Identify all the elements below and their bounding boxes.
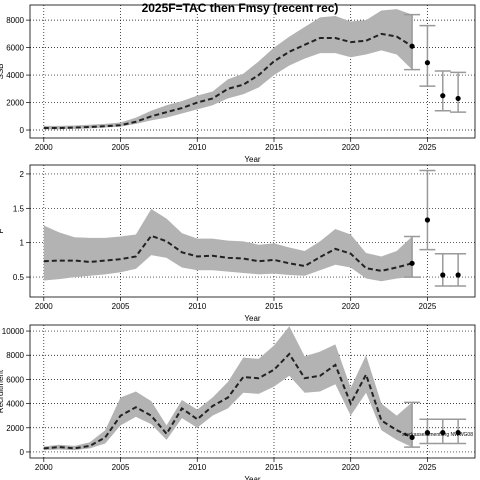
x-tick-label: 2010 bbox=[188, 302, 206, 311]
projection-point bbox=[440, 93, 446, 99]
projection-point bbox=[455, 95, 461, 102]
x-tick-label: 2020 bbox=[342, 302, 360, 311]
median-line bbox=[43, 352, 413, 450]
projection-point bbox=[424, 60, 431, 66]
y-axis-label: F bbox=[0, 228, 5, 233]
y-tick-label: 0 bbox=[20, 126, 25, 135]
projection-point bbox=[409, 43, 415, 49]
x-tick-label: 2025 bbox=[419, 143, 437, 152]
x-tick-label: 2010 bbox=[188, 463, 206, 472]
x-tick-label: 2005 bbox=[112, 302, 130, 311]
y-tick-label: 2 bbox=[20, 170, 25, 179]
x-tick-label: 2020 bbox=[342, 463, 360, 472]
x-axis-label: Year bbox=[244, 314, 261, 323]
x-axis-label: Year bbox=[244, 475, 261, 480]
projection-point bbox=[424, 430, 431, 436]
y-tick-label: 10000 bbox=[2, 327, 25, 336]
annotation: stockassessment.org NWWG08 bbox=[402, 432, 473, 438]
confidence-band bbox=[43, 209, 413, 282]
projection-point bbox=[424, 217, 431, 223]
plot-frame bbox=[29, 4, 476, 139]
x-tick-label: 2005 bbox=[112, 143, 130, 152]
projection-point bbox=[409, 260, 415, 266]
projection-point bbox=[455, 430, 461, 436]
y-tick-label: 4000 bbox=[6, 400, 24, 409]
x-tick-label: 2020 bbox=[342, 143, 360, 152]
x-tick-label: 2025 bbox=[419, 302, 437, 311]
x-tick-label: 2015 bbox=[265, 143, 283, 152]
y-tick-label: 2000 bbox=[6, 99, 24, 108]
y-tick-label: 0.5 bbox=[13, 273, 25, 282]
x-tick-label: 2000 bbox=[35, 302, 53, 311]
median-line bbox=[43, 32, 413, 129]
x-axis-label: Year bbox=[244, 155, 261, 164]
x-tick-label: 2010 bbox=[188, 143, 206, 152]
projection-point bbox=[440, 430, 446, 436]
median-line bbox=[43, 234, 413, 272]
x-tick-label: 2015 bbox=[265, 302, 283, 311]
x-tick-label: 2000 bbox=[35, 463, 53, 472]
y-tick-label: 2000 bbox=[6, 424, 24, 433]
x-tick-label: 2005 bbox=[112, 463, 130, 472]
projection-point bbox=[440, 272, 446, 278]
y-tick-label: 1 bbox=[20, 239, 25, 248]
y-tick-label: 4000 bbox=[6, 71, 24, 80]
y-tick-label: 8000 bbox=[6, 16, 24, 25]
x-tick-label: 2015 bbox=[265, 463, 283, 472]
plot-frame bbox=[29, 324, 476, 459]
y-tick-label: 6000 bbox=[6, 44, 24, 53]
confidence-band bbox=[43, 9, 413, 130]
projection-point bbox=[409, 434, 415, 441]
chart-title: 2025F=TAC then Fmsy (recent rec) bbox=[142, 1, 339, 15]
x-tick-label: 2025 bbox=[419, 463, 437, 472]
y-tick-label: 1.5 bbox=[13, 204, 25, 213]
y-axis-label: SSB bbox=[0, 63, 5, 79]
y-tick-label: 0 bbox=[20, 448, 25, 457]
x-tick-label: 2000 bbox=[35, 143, 53, 152]
plot-frame bbox=[29, 164, 476, 298]
y-tick-label: 8000 bbox=[6, 351, 24, 360]
y-axis-label: Recruitment bbox=[0, 369, 5, 413]
confidence-band bbox=[43, 326, 413, 451]
y-tick-label: 6000 bbox=[6, 375, 24, 384]
projection-point bbox=[455, 272, 461, 278]
